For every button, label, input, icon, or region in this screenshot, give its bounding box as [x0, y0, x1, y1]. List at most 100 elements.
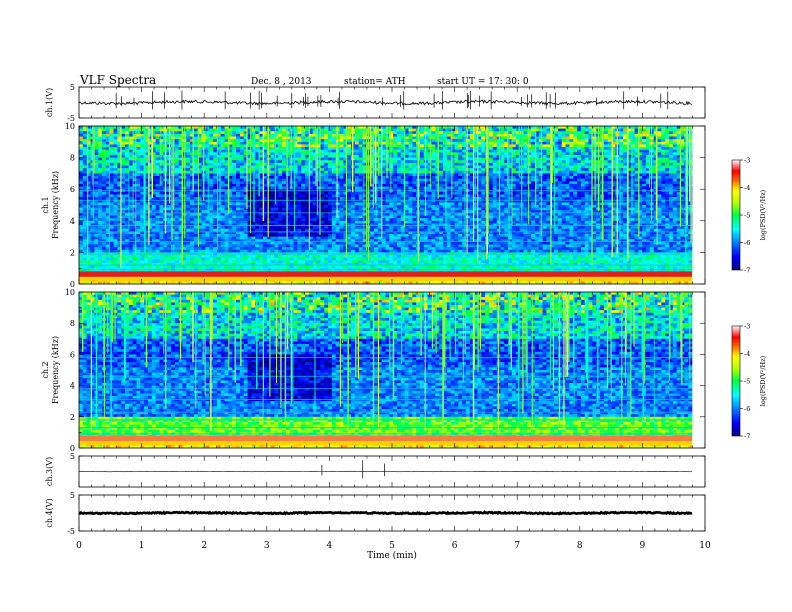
spectrogram-cell [285, 157, 291, 161]
spectrogram-cell [247, 139, 252, 143]
spectrogram-cell [393, 170, 398, 174]
spectrogram-cell [381, 170, 386, 174]
spectrogram-cell [584, 173, 589, 177]
spectrogram-cell [358, 144, 363, 148]
spectrogram-cell [477, 199, 482, 203]
spectrogram-cell [481, 126, 486, 129]
spectrogram-cell [565, 139, 570, 143]
spectrogram-cell [328, 136, 333, 140]
spectrogram-cell [213, 199, 218, 203]
spectrogram-cell [170, 178, 176, 182]
spectrogram-cell [657, 183, 662, 187]
spectrogram-cell [140, 131, 145, 135]
spectrogram-cell [381, 141, 386, 145]
spectrogram-cell [657, 131, 662, 135]
spectrogram-cell [496, 173, 501, 177]
spectrogram-cell [623, 202, 628, 206]
spectrogram-cell [209, 149, 214, 153]
spectrogram-cell [462, 173, 467, 177]
spectrogram-cell [270, 176, 275, 179]
spectrogram-cell [515, 178, 520, 182]
spectrogram-cell [255, 194, 260, 198]
spectrogram-cell [79, 199, 84, 203]
spectrogram-cell [412, 147, 417, 150]
spectrogram-cell [132, 162, 137, 166]
spectrogram-cell [538, 144, 543, 148]
spectrogram-cell [500, 154, 505, 158]
spectrogram-cell [630, 131, 635, 135]
spectrogram-cell [358, 147, 363, 150]
spectrogram-cell [320, 202, 325, 206]
spectrogram-cell [174, 131, 179, 135]
spectrogram-cell [534, 181, 540, 185]
spectrogram-cell [423, 194, 428, 198]
spectrogram-cell [412, 133, 417, 137]
spectrogram-cell [381, 176, 386, 179]
spectrogram-cell [657, 139, 662, 143]
spectrogram-cell [297, 157, 302, 161]
spectrogram-cell [255, 152, 260, 156]
spectrogram-cell [527, 202, 532, 206]
spectrogram-cell [469, 168, 474, 172]
spectrogram-cell [274, 157, 279, 161]
spectrogram-cell [331, 157, 336, 161]
spectrogram-cell [193, 194, 199, 198]
spectrogram-cell [577, 199, 582, 203]
spectrogram-cell [630, 152, 635, 156]
spectrogram-cell [561, 139, 566, 143]
spectrogram-cell [347, 128, 352, 132]
spectrogram-cell [82, 183, 87, 187]
spectrogram-cell [393, 154, 398, 158]
spectrogram-cell [626, 199, 631, 203]
spectrogram-cell [546, 141, 551, 145]
spectrogram-cell [646, 199, 651, 203]
spectrogram-cell [454, 181, 459, 185]
spectrogram-cell [396, 133, 402, 137]
spectrogram-cell [232, 186, 237, 190]
spectrogram-cell [232, 136, 237, 140]
spectrogram-cell [128, 199, 133, 203]
spectrogram-cell [611, 128, 616, 132]
spectrogram-cell [408, 173, 413, 177]
spectrogram-cell [144, 186, 149, 190]
spectrogram-cell [488, 194, 494, 198]
spectrogram-cell [400, 176, 405, 179]
spectrogram-cell [140, 170, 145, 174]
spectrogram-cell [592, 160, 597, 164]
spectrogram-cell [262, 202, 268, 206]
spectrogram-cell [488, 147, 494, 150]
spectrogram-cell [186, 126, 191, 129]
spectrogram-cell [623, 147, 628, 150]
spectrogram-cell [320, 181, 325, 185]
spectrogram-cell [305, 197, 310, 201]
spectrogram-cell [259, 194, 264, 198]
spectrogram-cell [90, 165, 95, 169]
spectrogram-cell [435, 126, 440, 129]
spectrogram-cell [377, 162, 382, 166]
spectrogram-cell [86, 191, 91, 195]
spectrogram-cell [121, 183, 126, 187]
spectrogram-cell [661, 128, 666, 132]
spectrogram-cell [477, 176, 482, 179]
spectrogram-cell [224, 178, 229, 182]
spectrogram-cell [534, 170, 540, 174]
spectrogram-cell [404, 168, 409, 172]
spectrogram-cell [607, 199, 612, 203]
spectrogram-cell [377, 152, 382, 156]
spectrogram-cell [500, 183, 505, 187]
spectrogram-cell [170, 197, 176, 201]
spectrogram-cell [496, 126, 501, 129]
spectrogram-cell [630, 181, 635, 185]
spectrogram-cell [289, 194, 294, 198]
spectrogram-cell [136, 191, 141, 195]
spectrogram-cell [523, 154, 528, 158]
spectrogram-cell [400, 181, 405, 185]
spectrogram-cell [492, 147, 497, 150]
spectrogram-cell [362, 162, 367, 166]
spectrogram-cell [339, 144, 344, 148]
spectrogram-cell [247, 141, 252, 145]
spectrogram-cell [554, 165, 559, 169]
spectrogram-cell [216, 133, 222, 137]
spectrogram-cell [669, 141, 674, 145]
spectrogram-cell [607, 176, 612, 179]
